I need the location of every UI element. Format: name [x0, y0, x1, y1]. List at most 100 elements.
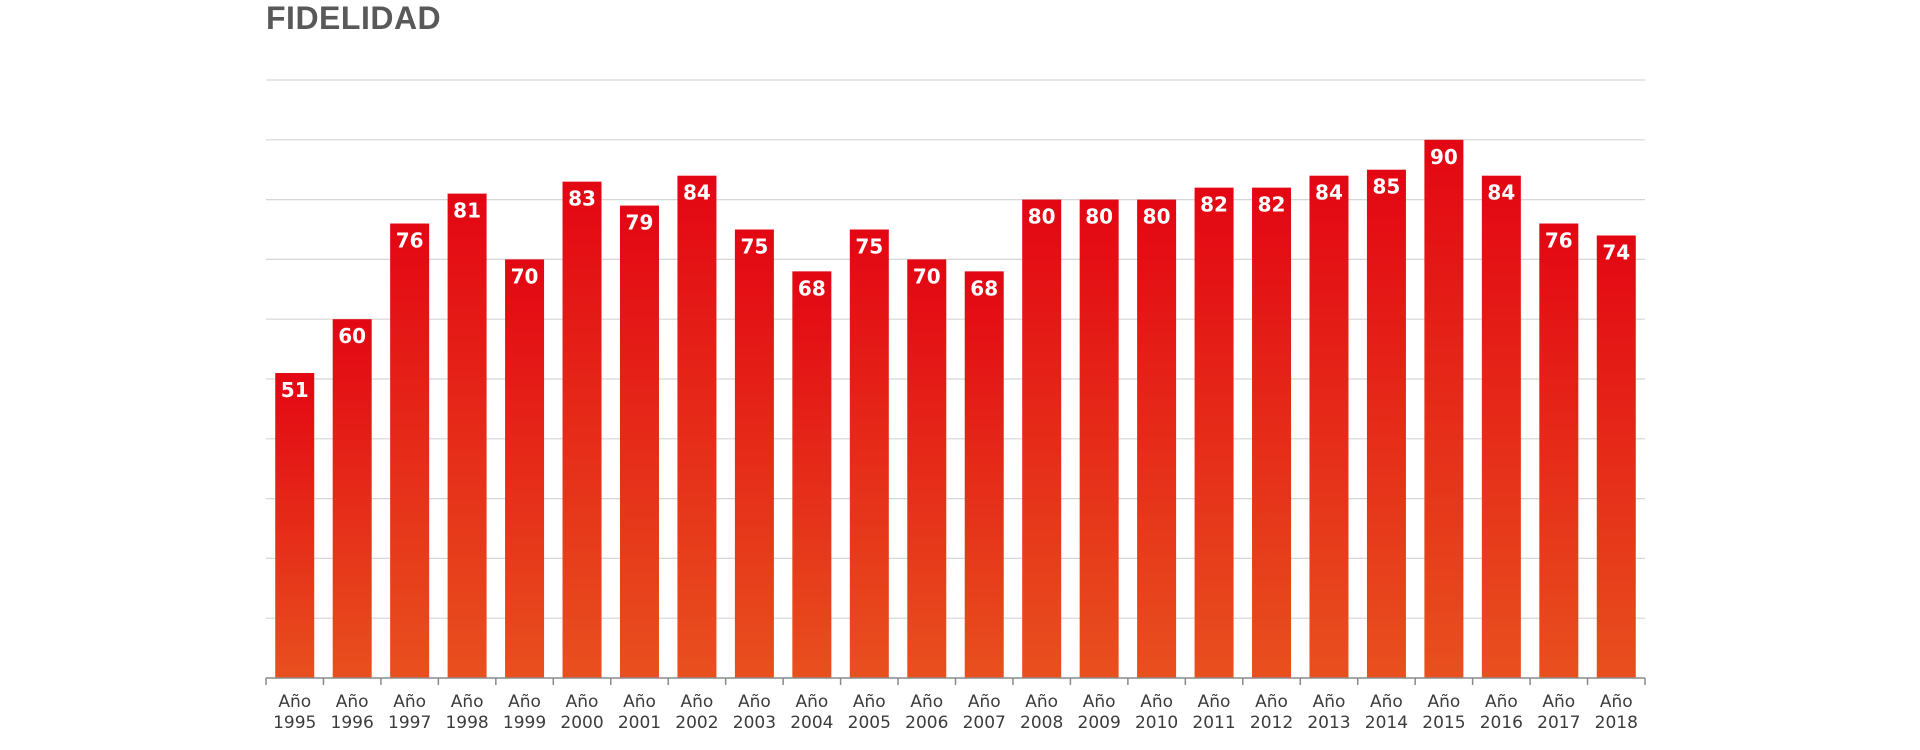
x-tick-label: Año [1083, 692, 1116, 712]
data-label: 51 [281, 378, 309, 402]
x-tick-label: Año [738, 692, 771, 712]
x-tick-label: 1998 [445, 713, 488, 733]
bar [505, 259, 545, 678]
x-tick-label: 1999 [503, 713, 546, 733]
x-tick-label: Año [853, 692, 886, 712]
x-tick-label: Año [393, 692, 426, 712]
data-label: 81 [453, 199, 481, 223]
x-tick-label: 2005 [848, 713, 891, 733]
bar [1309, 175, 1349, 678]
bar [1366, 169, 1406, 678]
data-label: 84 [683, 181, 711, 205]
bar [907, 259, 947, 678]
data-label: 68 [798, 276, 826, 300]
data-label: 82 [1258, 193, 1286, 217]
x-tick-label: 2006 [905, 713, 948, 733]
bar [447, 193, 487, 678]
x-tick-label: 2012 [1250, 713, 1293, 733]
bar [734, 229, 774, 678]
data-label: 60 [338, 324, 366, 348]
bar [1424, 139, 1464, 679]
x-tick-label: 2001 [618, 713, 661, 733]
x-tick-label: Año [1025, 692, 1058, 712]
bar [1079, 199, 1119, 678]
chart-title: FIDELIDAD [266, 0, 442, 36]
x-tick-label: Año [1485, 692, 1518, 712]
x-tick-label: 2015 [1422, 713, 1465, 733]
x-tick-label: 2008 [1020, 713, 1063, 733]
x-tick-label: 2004 [790, 713, 833, 733]
data-label: 80 [1143, 205, 1171, 229]
bar [275, 373, 315, 678]
x-tick-label: Año [278, 692, 311, 712]
x-tick-label: Año [508, 692, 541, 712]
x-tick-label: Año [968, 692, 1001, 712]
x-tick-label: Año [681, 692, 714, 712]
data-label: 74 [1602, 240, 1630, 264]
x-tick-label: Año [623, 692, 656, 712]
x-tick-label: 2014 [1365, 713, 1408, 733]
bars [275, 139, 1636, 679]
data-label: 90 [1430, 145, 1458, 169]
x-tick-label: 2018 [1595, 713, 1638, 733]
bar [619, 205, 659, 678]
data-label: 80 [1028, 205, 1056, 229]
data-label: 85 [1373, 175, 1401, 199]
data-label: 75 [740, 235, 768, 259]
data-label: 84 [1487, 181, 1515, 205]
data-label: 82 [1200, 193, 1228, 217]
bar [1596, 235, 1636, 679]
x-tick-label: Año [1542, 692, 1575, 712]
x-tick-label: Año [336, 692, 369, 712]
x-tick-label: 1996 [331, 713, 374, 733]
x-axis [265, 677, 1646, 685]
bar [332, 319, 372, 678]
bar [1252, 187, 1292, 678]
x-tick-label: Año [451, 692, 484, 712]
data-label: 70 [913, 264, 941, 288]
x-tick-label: Año [1255, 692, 1288, 712]
data-label: 75 [855, 235, 883, 259]
bar [1481, 175, 1521, 678]
x-tick-label: 2002 [675, 713, 718, 733]
x-tick-label: Año [795, 692, 828, 712]
x-tick-label: 2017 [1537, 713, 1580, 733]
x-tick-label: 2007 [963, 713, 1006, 733]
x-tick-label: Año [566, 692, 599, 712]
x-tick-label: 2016 [1480, 713, 1523, 733]
labels: 51 60 76 81 70 83 79 84 75 68 75 70 68 80 80 80 82 82 84 85… [273, 145, 1638, 733]
x-tick-label: Año [1140, 692, 1173, 712]
data-label: 79 [626, 211, 654, 235]
x-tick-label: 2003 [733, 713, 776, 733]
bar [390, 223, 430, 678]
data-label: 76 [1545, 229, 1573, 253]
x-tick-label: 2011 [1192, 713, 1235, 733]
bar [792, 271, 832, 678]
x-tick-label: 2000 [560, 713, 603, 733]
bar [1194, 187, 1234, 678]
data-label: 70 [511, 264, 539, 288]
data-label: 68 [970, 276, 998, 300]
data-label: 83 [568, 187, 596, 211]
bar [562, 181, 602, 678]
bar [964, 271, 1004, 678]
x-tick-label: Año [910, 692, 943, 712]
data-label: 80 [1085, 205, 1113, 229]
x-tick-label: 2013 [1307, 713, 1350, 733]
x-tick-label: 1997 [388, 713, 431, 733]
x-tick-label: Año [1427, 692, 1460, 712]
x-tick-label: Año [1198, 692, 1231, 712]
bar [677, 175, 717, 678]
x-tick-label: 1995 [273, 713, 316, 733]
x-tick-label: 2009 [1078, 713, 1121, 733]
x-tick-label: Año [1370, 692, 1403, 712]
bar [1022, 199, 1062, 678]
x-tick-label: 2010 [1135, 713, 1178, 733]
x-tick-label: Año [1313, 692, 1346, 712]
bar [849, 229, 889, 678]
data-label: 84 [1315, 181, 1343, 205]
x-tick-label: Año [1600, 692, 1633, 712]
gridlines [266, 79, 1645, 619]
data-label: 76 [396, 229, 424, 253]
